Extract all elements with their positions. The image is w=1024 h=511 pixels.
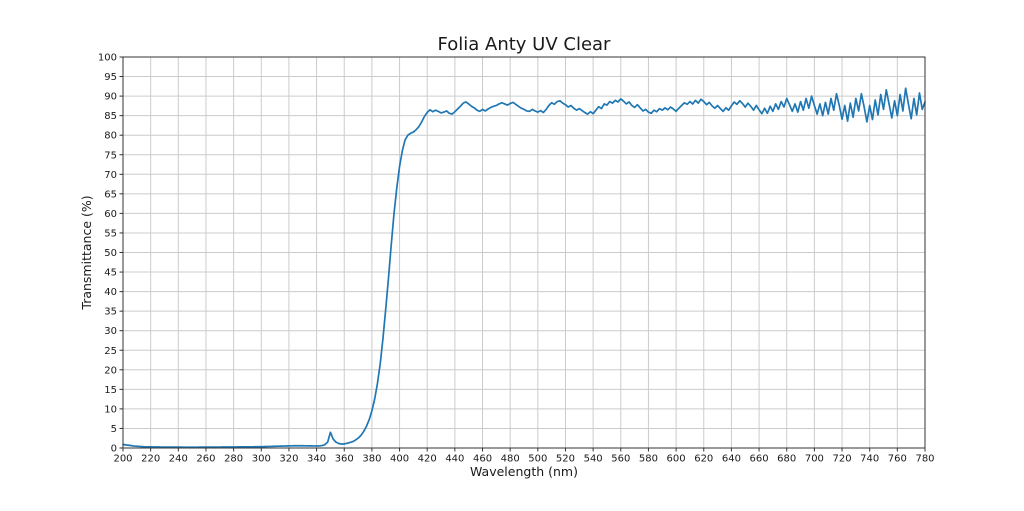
x-tick-label: 220 xyxy=(141,454,160,465)
x-tick-label: 420 xyxy=(418,454,437,465)
y-tick-label: 65 xyxy=(104,189,117,200)
transmittance-curve xyxy=(122,87,926,449)
x-tick-label: 340 xyxy=(307,454,326,465)
y-tick-label: 55 xyxy=(104,228,117,239)
y-tick-label: 70 xyxy=(104,170,117,181)
x-tick-label: 460 xyxy=(473,454,492,465)
y-tick-label: 10 xyxy=(104,404,117,415)
x-tick-label: 300 xyxy=(252,454,271,465)
y-tick-label: 75 xyxy=(104,150,117,161)
x-tick-label: 780 xyxy=(915,454,934,465)
x-tick-label: 760 xyxy=(888,454,907,465)
x-tick-label: 740 xyxy=(860,454,879,465)
x-tick-label: 260 xyxy=(196,454,215,465)
x-tick-label: 360 xyxy=(335,454,354,465)
y-tick-label: 90 xyxy=(104,92,117,103)
x-tick-label: 620 xyxy=(694,454,713,465)
x-tick-label: 580 xyxy=(639,454,658,465)
chart-title: Folia Anty UV Clear xyxy=(438,34,612,55)
x-tick-label: 320 xyxy=(279,454,298,465)
y-tick-label: 0 xyxy=(111,444,117,455)
x-tick-label: 600 xyxy=(667,454,686,465)
y-tick-label: 30 xyxy=(104,326,117,337)
y-tick-label: 25 xyxy=(104,346,117,357)
x-tick-label: 280 xyxy=(224,454,243,465)
y-tick-label: 35 xyxy=(104,307,117,318)
y-tick-label: 15 xyxy=(104,385,117,396)
x-tick-label: 520 xyxy=(556,454,575,465)
y-axis-label: Transmittance (%) xyxy=(79,195,94,310)
x-tick-label: 680 xyxy=(777,454,796,465)
x-tick-label: 700 xyxy=(805,454,824,465)
y-tick-label: 40 xyxy=(104,287,117,298)
x-tick-label: 400 xyxy=(390,454,409,465)
data-series-layer xyxy=(122,87,926,449)
x-tick-label: 240 xyxy=(169,454,188,465)
x-tick-label: 720 xyxy=(832,454,851,465)
x-tick-label: 380 xyxy=(362,454,381,465)
x-tick-label: 540 xyxy=(584,454,603,465)
y-tick-label: 50 xyxy=(104,248,117,259)
x-tick-label: 660 xyxy=(750,454,769,465)
axis-ticks-and-labels: 200 220 240 260 280 300 320 340 360 380 400 420 440 4… xyxy=(98,53,935,465)
grid-lines xyxy=(122,56,926,449)
y-tick-label: 95 xyxy=(104,72,117,83)
y-tick-label: 5 xyxy=(111,424,117,435)
x-axis-label: Wavelength (nm) xyxy=(470,464,578,479)
x-tick-label: 640 xyxy=(722,454,741,465)
y-tick-label: 80 xyxy=(104,131,117,142)
x-tick-label: 200 xyxy=(113,454,132,465)
x-tick-label: 560 xyxy=(611,454,630,465)
y-tick-label: 85 xyxy=(104,111,117,122)
y-tick-label: 20 xyxy=(104,365,117,376)
x-tick-label: 480 xyxy=(501,454,520,465)
y-tick-label: 100 xyxy=(98,53,117,64)
y-tick-label: 45 xyxy=(104,268,117,279)
y-tick-label: 60 xyxy=(104,209,117,220)
x-tick-label: 500 xyxy=(528,454,547,465)
x-tick-label: 440 xyxy=(445,454,464,465)
